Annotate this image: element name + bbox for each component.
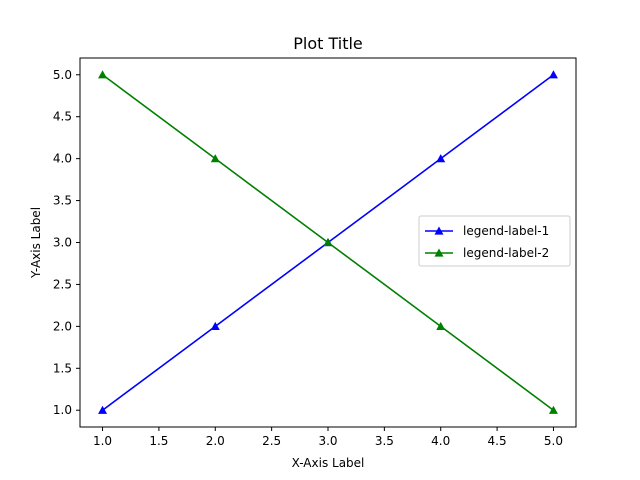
legend-entry-1: legend-label-1 [463, 224, 549, 238]
x-tick-label: 2.5 [262, 434, 281, 448]
series-2-point [323, 238, 333, 247]
series-1-point [210, 321, 220, 330]
x-tick-label: 2.0 [206, 434, 225, 448]
x-tick-label: 3.5 [375, 434, 394, 448]
y-axis-label: Y-Axis Label [29, 207, 43, 279]
legend-box [418, 215, 571, 267]
legend: legend-label-1 legend-label-2 [418, 215, 571, 267]
chart-title: Plot Title [293, 34, 363, 53]
x-tick-label: 5.0 [544, 434, 563, 448]
x-axis-label: X-Axis Label [292, 456, 365, 470]
series-2-point [210, 154, 220, 163]
series-2-point [436, 321, 446, 330]
series-layer [98, 70, 558, 414]
y-tick-label: 3.0 [53, 236, 72, 250]
series-2-point [548, 405, 558, 414]
y-tick-label: 3.5 [53, 194, 72, 208]
series-1-point [98, 405, 108, 414]
y-tick-label: 5.0 [53, 68, 72, 82]
y-tick-label: 4.0 [53, 152, 72, 166]
legend-marker-1 [434, 226, 444, 235]
legend-entry-2: legend-label-2 [463, 246, 549, 260]
series-2-point [98, 70, 108, 79]
y-tick-label: 2.5 [53, 277, 72, 291]
series-1-point [436, 154, 446, 163]
axis-ticks: 1.0 1.5 2.0 2.5 3.0 3.5 4.0 4.5 5.0 1.0 1.5 2.0 2.5 3… [53, 68, 563, 448]
y-tick-label: 4.5 [53, 110, 72, 124]
y-tick-label: 1.0 [53, 403, 72, 417]
y-tick-label: 1.5 [53, 361, 72, 375]
x-tick-label: 1.0 [93, 434, 112, 448]
y-tick-label: 2.0 [53, 319, 72, 333]
series-1-point [548, 70, 558, 79]
x-tick-label: 4.0 [431, 434, 450, 448]
x-tick-label: 3.0 [318, 434, 337, 448]
x-tick-label: 4.5 [488, 434, 507, 448]
x-tick-label: 1.5 [149, 434, 168, 448]
legend-marker-2 [434, 248, 444, 257]
